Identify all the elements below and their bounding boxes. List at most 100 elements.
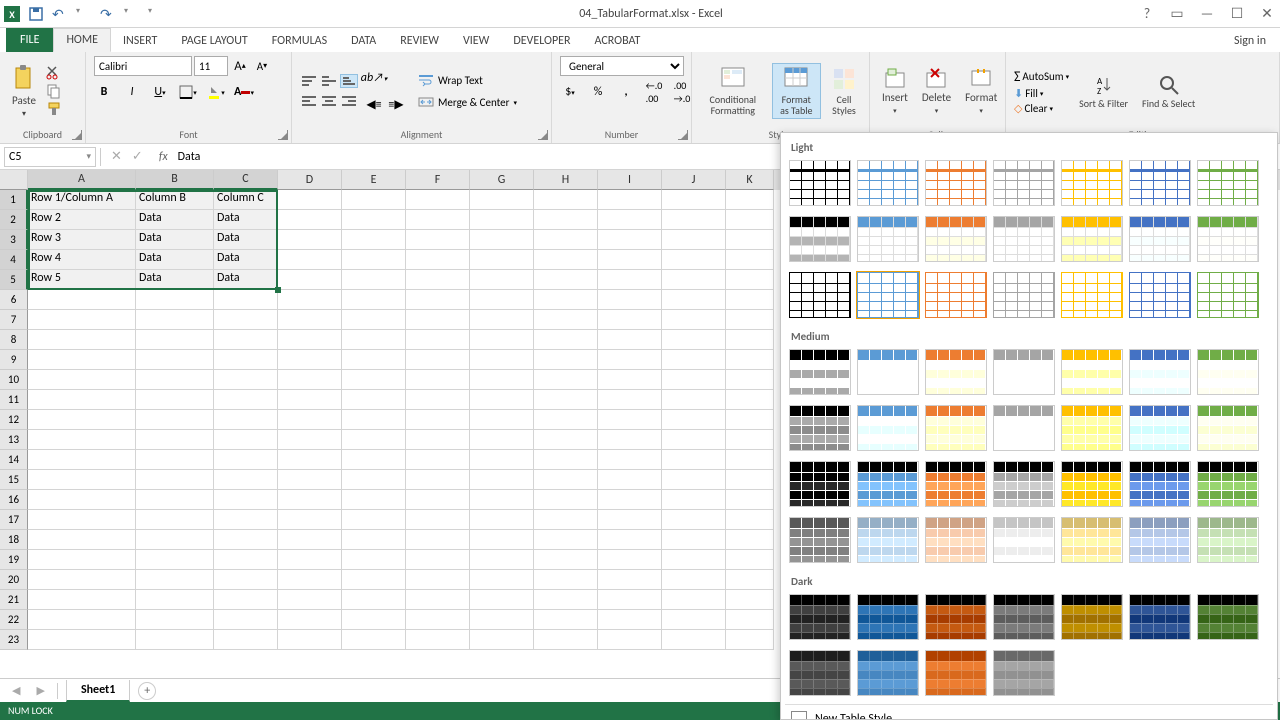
cell[interactable] <box>726 350 774 370</box>
cell[interactable] <box>214 610 278 630</box>
column-header[interactable]: J <box>662 170 726 190</box>
cell[interactable] <box>662 610 726 630</box>
cell[interactable] <box>406 550 470 570</box>
qat-customize[interactable]: ▾ <box>148 6 164 22</box>
tab-insert[interactable]: INSERT <box>111 30 169 52</box>
cell[interactable] <box>726 610 774 630</box>
cell[interactable] <box>726 530 774 550</box>
row-header[interactable]: 6 <box>0 290 28 310</box>
table-style-thumb[interactable] <box>789 461 851 507</box>
bold-button[interactable]: B <box>94 82 114 102</box>
cell[interactable] <box>470 590 534 610</box>
table-style-thumb[interactable] <box>1197 405 1259 451</box>
cell[interactable] <box>278 430 342 450</box>
row-header[interactable]: 20 <box>0 570 28 590</box>
cell[interactable] <box>342 630 406 650</box>
cancel-formula-icon[interactable]: ✕ <box>111 149 122 164</box>
tab-page-layout[interactable]: PAGE LAYOUT <box>169 30 259 52</box>
cell[interactable] <box>136 410 214 430</box>
cell[interactable] <box>214 510 278 530</box>
cell[interactable] <box>662 210 726 230</box>
cell-styles-button[interactable]: Cell Styles <box>827 64 861 118</box>
row-header[interactable]: 11 <box>0 390 28 410</box>
cell[interactable] <box>278 230 342 250</box>
table-style-thumb[interactable] <box>789 650 851 696</box>
cell[interactable] <box>214 490 278 510</box>
cell[interactable] <box>726 430 774 450</box>
cell[interactable] <box>406 610 470 630</box>
cell[interactable] <box>136 330 214 350</box>
cell[interactable] <box>662 450 726 470</box>
cell[interactable]: Row 3 <box>28 230 136 250</box>
table-style-thumb[interactable] <box>1129 272 1191 318</box>
cell[interactable] <box>726 470 774 490</box>
cell[interactable] <box>278 390 342 410</box>
align-center-icon[interactable] <box>320 94 338 108</box>
cell[interactable] <box>406 210 470 230</box>
cell[interactable] <box>406 570 470 590</box>
clipboard-launcher[interactable] <box>72 130 82 140</box>
table-style-thumb[interactable] <box>789 272 851 318</box>
row-header[interactable]: 15 <box>0 470 28 490</box>
cell[interactable] <box>470 510 534 530</box>
find-select-button[interactable]: Find & Select <box>1138 72 1199 111</box>
cell[interactable] <box>534 590 598 610</box>
table-style-thumb[interactable] <box>1197 272 1259 318</box>
row-header[interactable]: 8 <box>0 330 28 350</box>
cell[interactable] <box>342 510 406 530</box>
cell[interactable] <box>470 330 534 350</box>
cell[interactable] <box>136 390 214 410</box>
cell[interactable] <box>598 430 662 450</box>
conditional-formatting-button[interactable]: Conditional Formatting <box>700 64 766 118</box>
table-style-thumb[interactable] <box>993 594 1055 640</box>
column-header[interactable]: E <box>342 170 406 190</box>
row-header[interactable]: 4 <box>0 250 28 270</box>
cell[interactable] <box>278 570 342 590</box>
tab-acrobat[interactable]: ACROBAT <box>583 30 653 52</box>
tab-formulas[interactable]: FORMULAS <box>260 30 339 52</box>
tab-review[interactable]: REVIEW <box>388 30 451 52</box>
table-style-thumb[interactable] <box>1129 349 1191 395</box>
name-box[interactable]: C5 ▾ <box>4 147 96 167</box>
wrap-text-button[interactable]: Wrap Text <box>418 72 517 88</box>
table-style-thumb[interactable] <box>789 216 851 262</box>
font-name-select[interactable] <box>94 56 192 76</box>
cell[interactable] <box>470 570 534 590</box>
column-header[interactable]: K <box>726 170 774 190</box>
cell[interactable] <box>28 410 136 430</box>
cell[interactable] <box>406 230 470 250</box>
cell[interactable] <box>662 190 726 210</box>
cell[interactable] <box>726 510 774 530</box>
copy-icon[interactable] <box>46 83 62 99</box>
cell[interactable] <box>662 510 726 530</box>
cell[interactable]: Column B <box>136 190 214 210</box>
cell[interactable] <box>598 590 662 610</box>
cell[interactable] <box>406 290 470 310</box>
cell[interactable] <box>136 530 214 550</box>
cell[interactable] <box>726 490 774 510</box>
fx-icon[interactable]: fx <box>153 150 174 164</box>
align-middle-icon[interactable] <box>320 74 338 88</box>
cell[interactable] <box>598 530 662 550</box>
table-style-thumb[interactable] <box>857 405 919 451</box>
redo-icon[interactable]: ↷ <box>100 6 116 22</box>
column-header[interactable]: G <box>470 170 534 190</box>
cell[interactable] <box>406 410 470 430</box>
row-header[interactable]: 13 <box>0 430 28 450</box>
cell[interactable] <box>28 630 136 650</box>
table-style-thumb[interactable] <box>1061 517 1123 563</box>
table-style-thumb[interactable] <box>1197 216 1259 262</box>
cell[interactable] <box>662 230 726 250</box>
cell[interactable] <box>136 290 214 310</box>
cell[interactable]: Data <box>136 230 214 250</box>
cell[interactable] <box>406 350 470 370</box>
cell[interactable] <box>342 370 406 390</box>
cell[interactable] <box>342 210 406 230</box>
table-style-thumb[interactable] <box>1129 461 1191 507</box>
cell[interactable] <box>662 330 726 350</box>
cell[interactable] <box>214 630 278 650</box>
cell[interactable] <box>726 270 774 290</box>
cell[interactable] <box>28 430 136 450</box>
cell[interactable] <box>598 490 662 510</box>
table-style-thumb[interactable] <box>857 461 919 507</box>
